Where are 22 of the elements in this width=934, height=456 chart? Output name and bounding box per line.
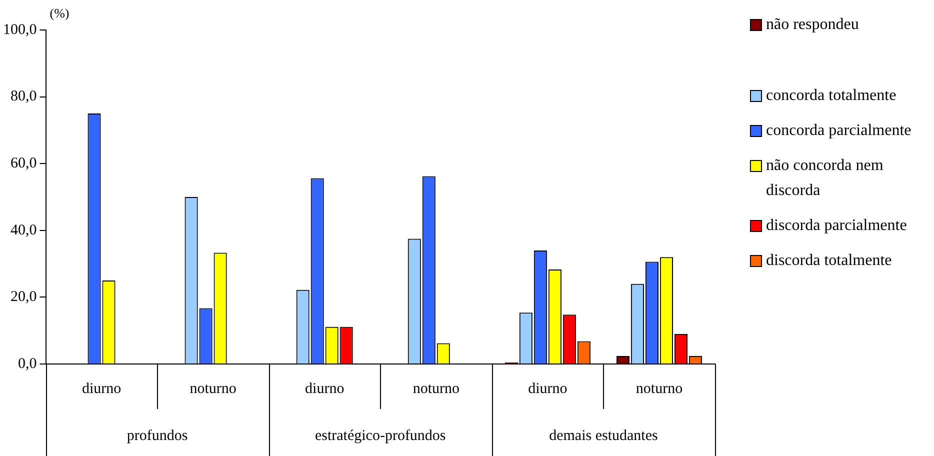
- y-tick-label: 80,0: [10, 88, 37, 105]
- legend-label: discorda parcialmente: [766, 216, 907, 236]
- x-tick-label: noturno: [190, 380, 236, 397]
- y-tick-label: 0,0: [18, 356, 37, 372]
- x-tick-label: noturno: [412, 380, 460, 397]
- legend-label: concorda totalmente: [766, 86, 896, 106]
- y-tick-label: 100,0: [3, 22, 37, 38]
- x-tick-label: diurno: [82, 380, 122, 397]
- legend-label: não concorda nem discorda: [766, 156, 884, 201]
- x-tick-label: diurno: [528, 380, 568, 397]
- y-tick-label: 60,0: [10, 156, 37, 172]
- text: demais estudantes: [549, 428, 658, 444]
- legend-label: não respondeu: [766, 15, 859, 35]
- y-tick-label: 20,0: [10, 289, 37, 306]
- y-tick-label: 40,0: [10, 222, 37, 238]
- x-tick-label: noturno: [636, 380, 683, 397]
- legend-label: discorda totalmente: [766, 251, 892, 271]
- text: profundos: [126, 428, 188, 444]
- x-tick-label: diurno: [305, 380, 344, 397]
- y-axis-title: (%): [50, 5, 70, 20]
- text: estratégico-profundos: [314, 428, 446, 444]
- legend-label: concorda parcialmente: [766, 121, 912, 141]
